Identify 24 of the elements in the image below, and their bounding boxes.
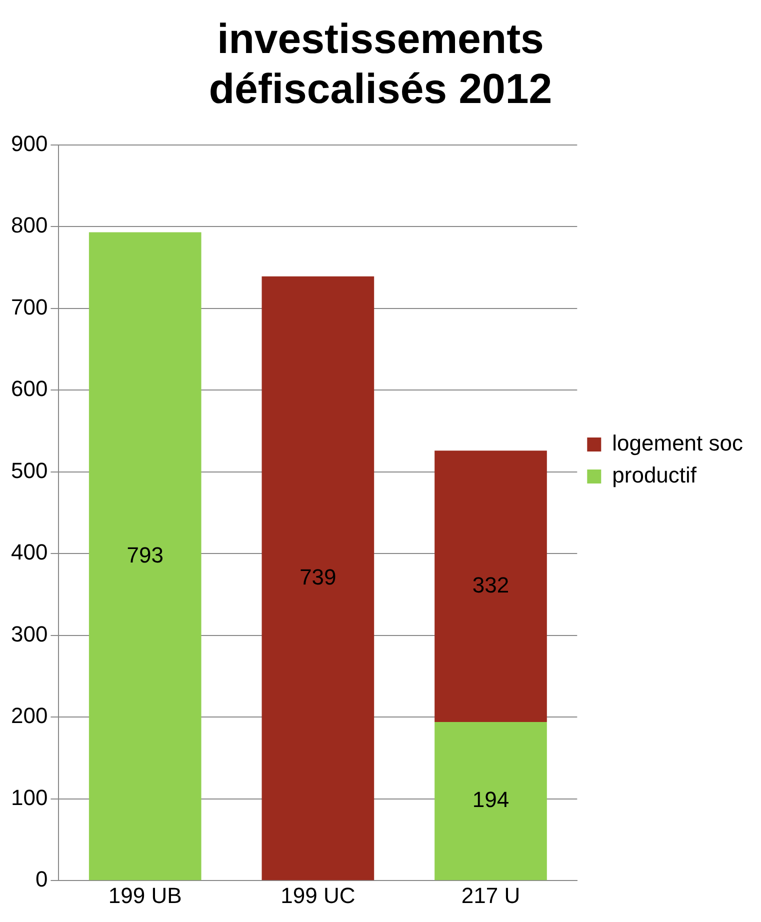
- legend-label: logement soc: [612, 430, 744, 456]
- y-tick-label: 500: [10, 458, 48, 483]
- y-tick-label: 100: [10, 784, 48, 810]
- bar: [88, 232, 202, 880]
- bar: [434, 722, 547, 880]
- y-tick-label: 600: [10, 376, 48, 402]
- x-tick-label: 217 U: [461, 882, 520, 908]
- data-label: 332: [472, 572, 510, 598]
- y-tick-label: 800: [10, 212, 48, 238]
- x-tick-label: 199 UB: [108, 882, 182, 908]
- y-tick-label: 300: [10, 621, 48, 646]
- data-label: 739: [300, 564, 336, 590]
- y-tick-label: 700: [10, 294, 48, 320]
- bar: [262, 276, 374, 880]
- chart-title: investissements défiscalisés 2012: [208, 14, 552, 112]
- bar: [434, 450, 547, 722]
- legend-label: productif: [612, 462, 698, 488]
- y-tick-label: 900: [10, 130, 48, 156]
- data-label: 194: [472, 787, 510, 812]
- data-label: 793: [126, 542, 164, 568]
- y-tick-label: 200: [10, 703, 48, 728]
- y-tick-label: 0: [35, 866, 48, 892]
- y-tick-label: 400: [10, 540, 48, 565]
- x-tick-label: 199 UC: [280, 882, 356, 908]
